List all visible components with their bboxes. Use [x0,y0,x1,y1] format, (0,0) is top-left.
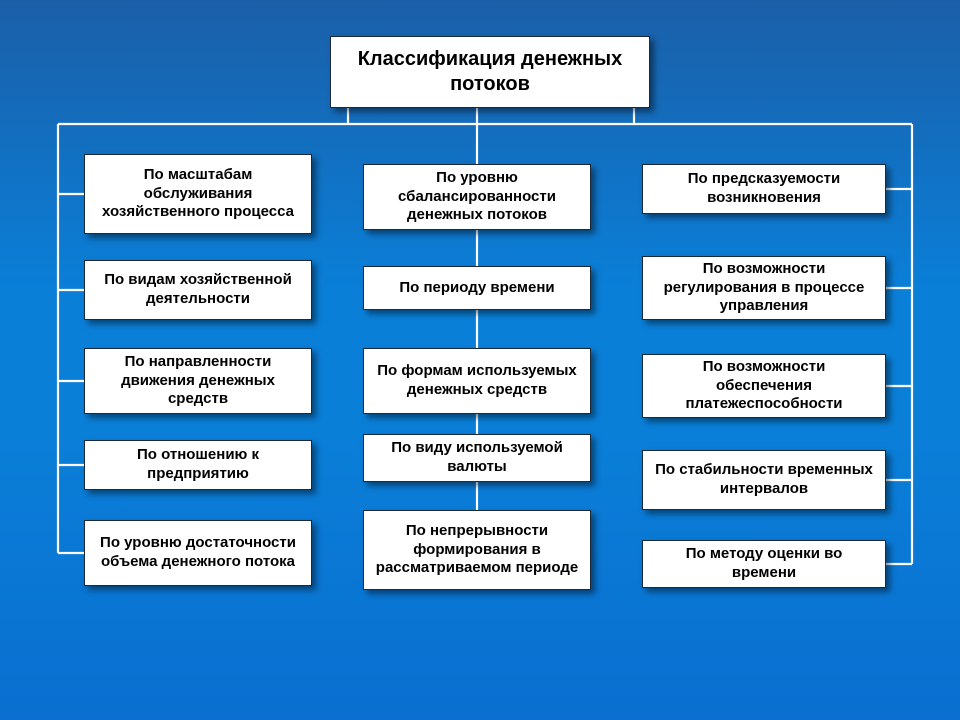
left-item-3-text: По отношению к предприятию [95,446,301,484]
right-item-0-text: По предсказуемости возникновения [653,170,875,208]
right-item-1: По возможности регулирования в процессе … [642,256,886,320]
right-item-4-text: По методу оценки во времени [653,545,875,583]
left-item-0-text: По масштабам обслуживания хозяйственного… [95,166,301,222]
center-item-3: По виду используемой валюты [363,434,591,482]
diagram-stage: Классификация денежных потоков По масшта… [0,0,960,720]
left-item-2-text: По направленности движения денежных сред… [95,353,301,409]
right-item-2-text: По возможности обеспечения платежеспособ… [653,358,875,414]
center-item-0: По уровню сбалансированности денежных по… [363,164,591,230]
center-item-2-text: По формам используемых денежных средств [374,362,580,400]
left-item-0: По масштабам обслуживания хозяйственного… [84,154,312,234]
center-item-1-text: По периоду времени [399,279,554,298]
left-item-4-text: По уровню достаточности объема денежного… [95,534,301,572]
left-item-1-text: По видам хозяйственной деятельности [95,271,301,309]
diagram-title-box: Классификация денежных потоков [330,36,650,108]
center-item-4: По непрерывности формирования в рассматр… [363,510,591,590]
diagram-title-text: Классификация денежных потоков [341,47,639,97]
right-item-4: По методу оценки во времени [642,540,886,588]
right-item-0: По предсказуемости возникновения [642,164,886,214]
center-item-1: По периоду времени [363,266,591,310]
left-item-2: По направленности движения денежных сред… [84,348,312,414]
left-item-3: По отношению к предприятию [84,440,312,490]
left-item-1: По видам хозяйственной деятельности [84,260,312,320]
right-item-3: По стабильности временных интервалов [642,450,886,510]
left-item-4: По уровню достаточности объема денежного… [84,520,312,586]
center-item-3-text: По виду используемой валюты [374,439,580,477]
center-item-4-text: По непрерывности формирования в рассматр… [374,522,580,578]
right-item-3-text: По стабильности временных интервалов [653,461,875,499]
right-item-2: По возможности обеспечения платежеспособ… [642,354,886,418]
center-item-0-text: По уровню сбалансированности денежных по… [374,169,580,225]
right-item-1-text: По возможности регулирования в процессе … [653,260,875,316]
center-item-2: По формам используемых денежных средств [363,348,591,414]
